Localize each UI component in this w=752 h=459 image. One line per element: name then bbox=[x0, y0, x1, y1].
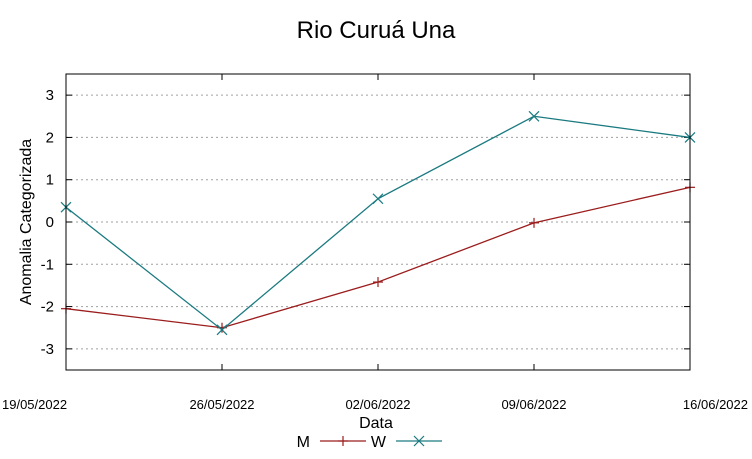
data-point bbox=[216, 324, 228, 336]
legend-label-M: M bbox=[297, 434, 310, 451]
y-tick-label: -1 bbox=[41, 256, 54, 273]
chart-title: Rio Curuá Una bbox=[297, 17, 456, 44]
x-tick-label: 16/06/2022 bbox=[683, 397, 748, 412]
x-tick-label: 19/05/2022 bbox=[2, 397, 67, 412]
legend-label-W: W bbox=[371, 434, 387, 451]
data-point bbox=[373, 277, 383, 288]
x-tick-label: 02/06/2022 bbox=[345, 397, 410, 412]
data-point bbox=[528, 110, 540, 122]
marker-stroke bbox=[413, 435, 425, 447]
x-axis-ticks: 19/05/2022 26/05/2022 02/06/2022 09/06/2022… bbox=[2, 74, 748, 412]
series-line-W bbox=[65, 115, 691, 331]
plot-frame bbox=[65, 73, 691, 371]
data-point bbox=[529, 217, 539, 228]
marker-stroke bbox=[528, 110, 540, 122]
x-tick-label: 09/06/2022 bbox=[501, 397, 566, 412]
y-tick-label: -2 bbox=[41, 299, 54, 316]
y-tick-label: 2 bbox=[46, 129, 54, 146]
y-axis-ticks: 3 2 1 0 -1 -2 -3 bbox=[41, 87, 690, 358]
y-tick-label: 0 bbox=[46, 214, 54, 231]
marker-stroke bbox=[372, 193, 384, 205]
data-point bbox=[338, 436, 348, 446]
x-tick-label: 26/05/2022 bbox=[189, 397, 254, 412]
data-point bbox=[372, 193, 384, 205]
series-layer bbox=[60, 110, 696, 336]
marker-stroke bbox=[216, 324, 228, 336]
data-point bbox=[413, 435, 425, 447]
y-axis-label: Anomalia Categorizada bbox=[18, 139, 35, 305]
y-tick-label: -3 bbox=[41, 341, 54, 358]
x-axis-label: Data bbox=[359, 415, 393, 432]
y-tick-label: 3 bbox=[46, 87, 54, 104]
gridlines bbox=[66, 94, 690, 350]
y-tick-label: 1 bbox=[46, 172, 54, 189]
